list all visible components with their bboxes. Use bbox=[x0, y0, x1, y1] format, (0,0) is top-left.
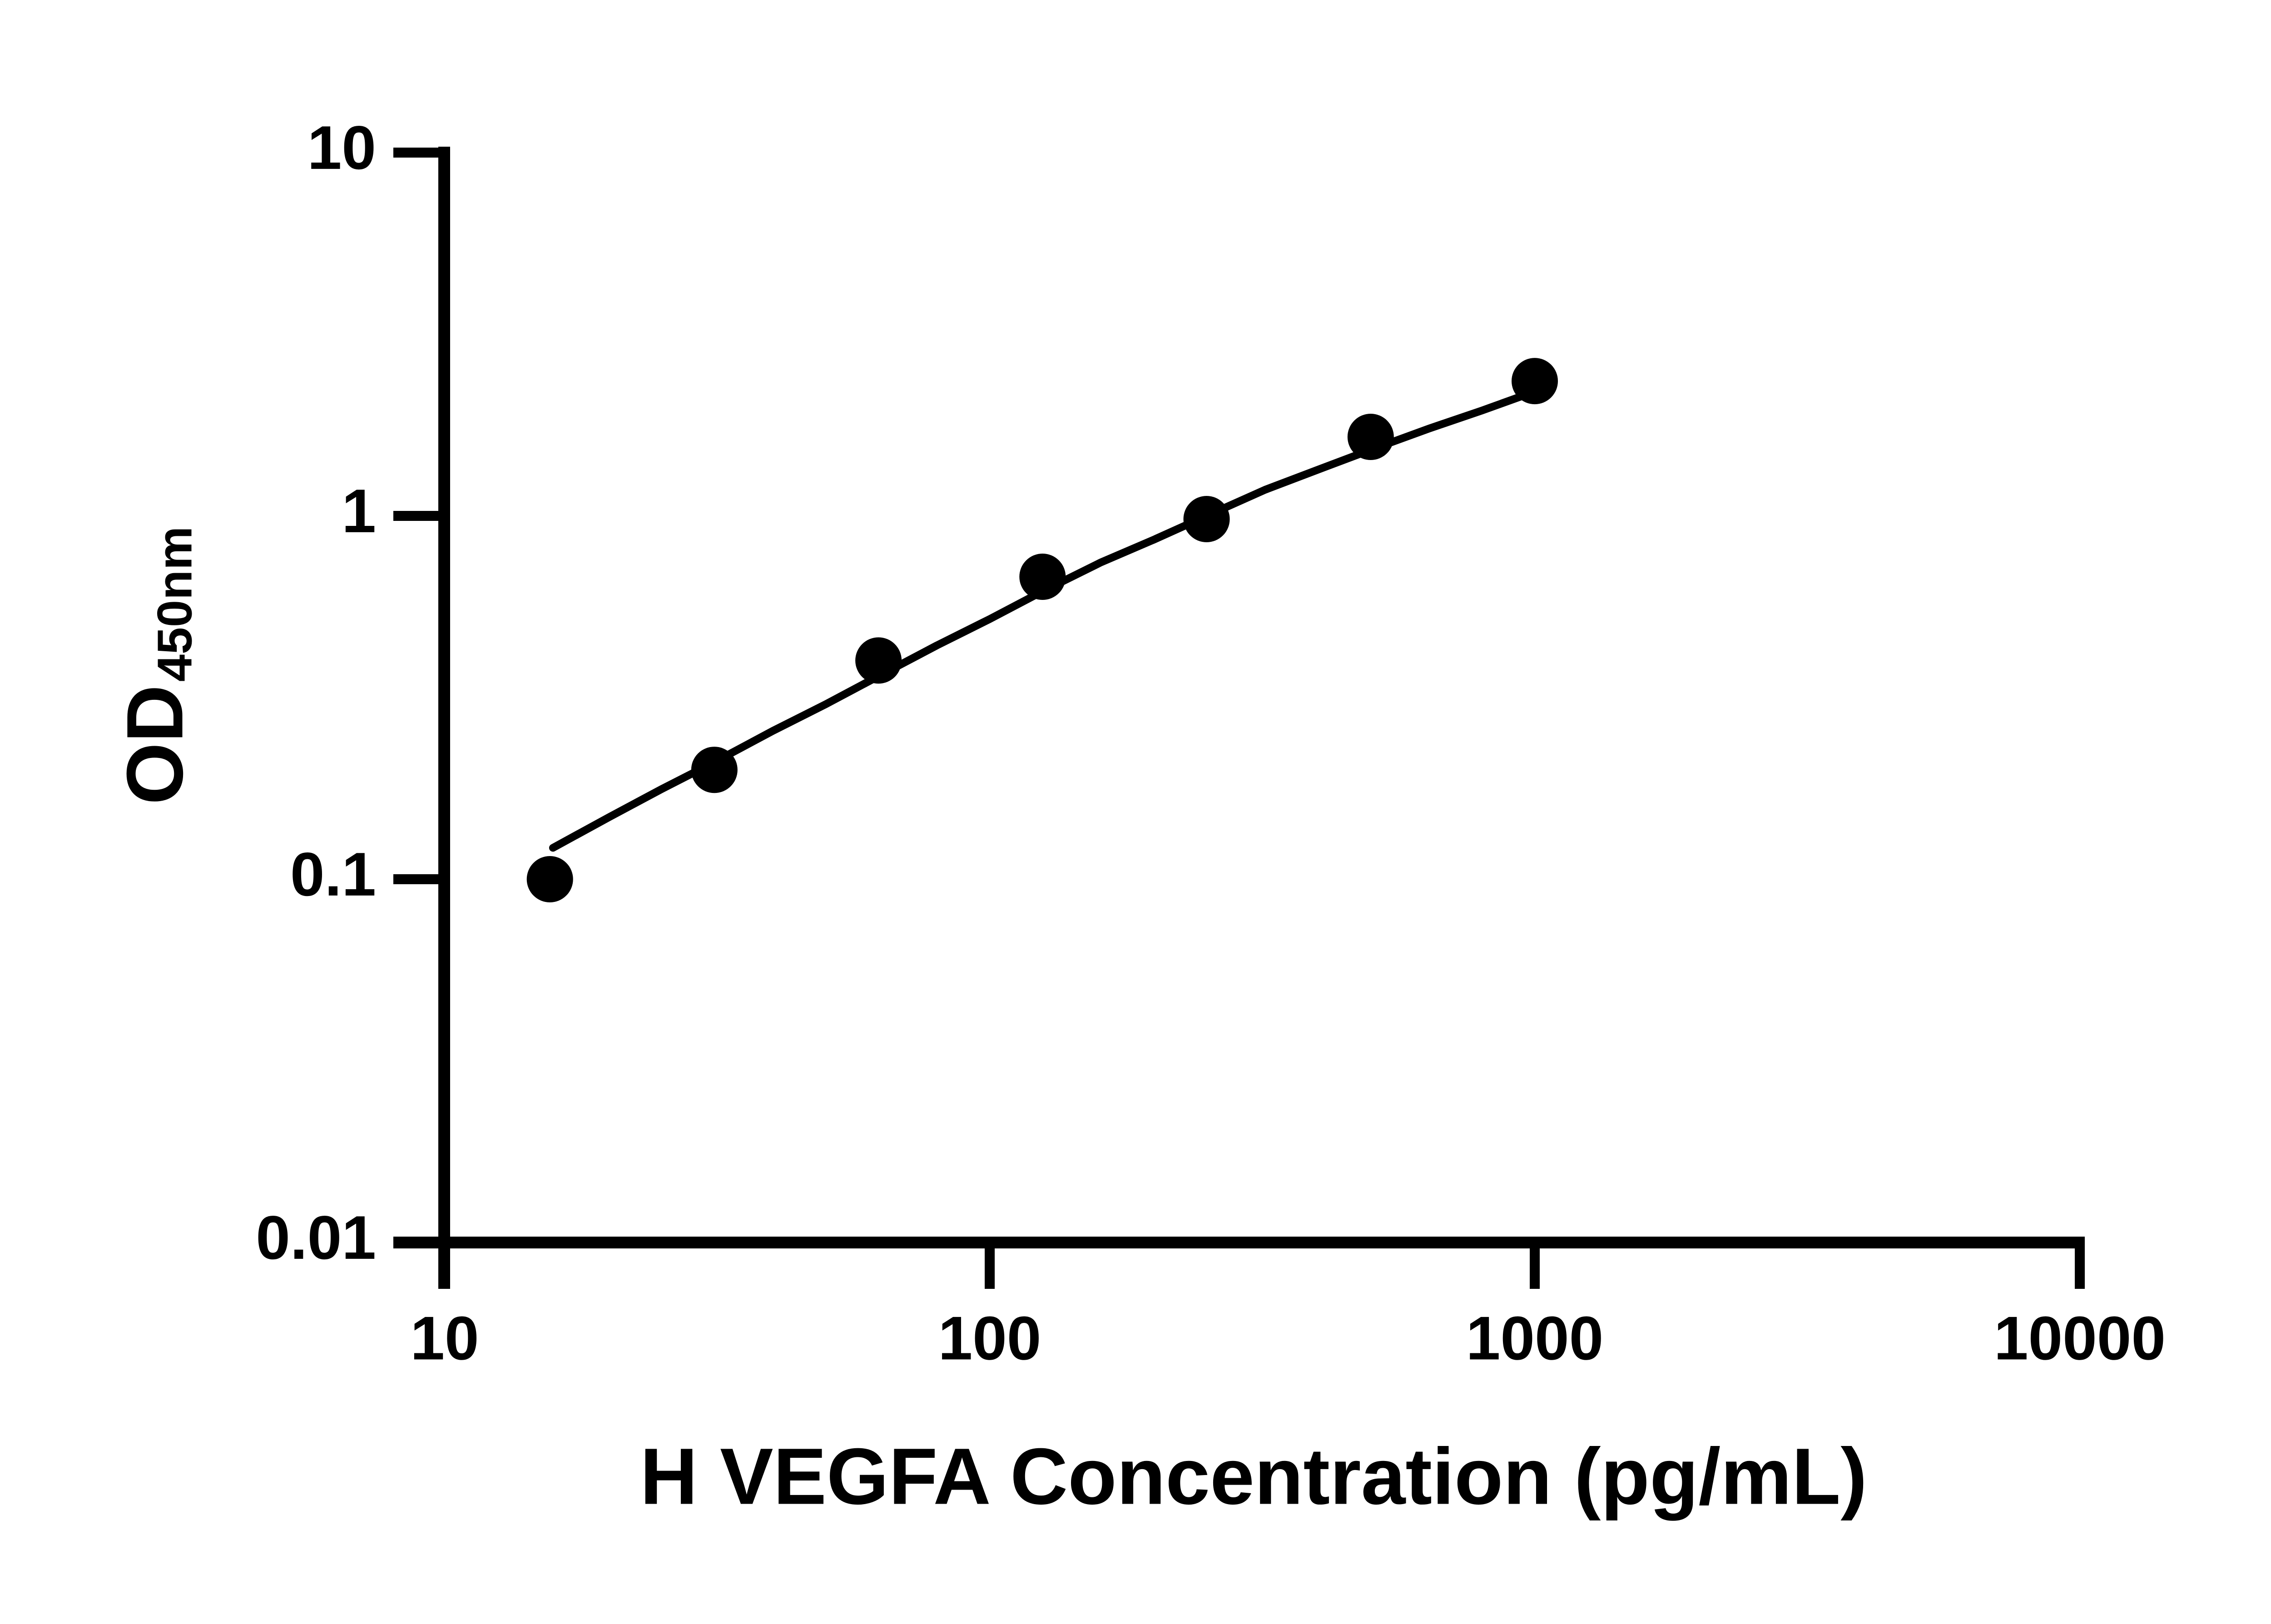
data-point bbox=[1512, 358, 1558, 405]
y-tick-label-1: 1 bbox=[342, 476, 376, 545]
y-axis-tick-labels: 10 1 0.1 0.01 bbox=[256, 113, 376, 1272]
data-point bbox=[1019, 554, 1066, 600]
x-tick-label-3: 10000 bbox=[1994, 1303, 2166, 1372]
x-tick-label-2: 1000 bbox=[1466, 1303, 1604, 1372]
data-points-group bbox=[526, 358, 1558, 902]
y-axis-title-main: OD bbox=[110, 685, 199, 805]
y-tick-label-2: 0.1 bbox=[290, 840, 376, 909]
axes-group bbox=[393, 147, 2085, 1289]
data-point bbox=[1183, 496, 1230, 542]
x-tick-label-0: 10 bbox=[410, 1303, 479, 1372]
y-axis-ticks bbox=[393, 148, 444, 1248]
data-point bbox=[526, 856, 573, 902]
y-tick-label-3: 0.01 bbox=[256, 1203, 376, 1272]
y-axis-title-subscript: 450nm bbox=[147, 526, 202, 682]
x-axis-ticks bbox=[440, 1243, 2085, 1289]
data-point bbox=[691, 747, 738, 793]
x-axis-title: H VEGFA Concentration (pg/mL) bbox=[640, 1432, 1867, 1521]
y-axis-title-group: OD 450nm bbox=[110, 526, 202, 805]
y-tick-label-0: 10 bbox=[307, 113, 376, 182]
x-tick-label-1: 100 bbox=[938, 1303, 1041, 1372]
data-point bbox=[855, 637, 902, 684]
x-axis-tick-labels: 10 100 1000 10000 bbox=[410, 1303, 2166, 1372]
data-point bbox=[1347, 414, 1394, 460]
